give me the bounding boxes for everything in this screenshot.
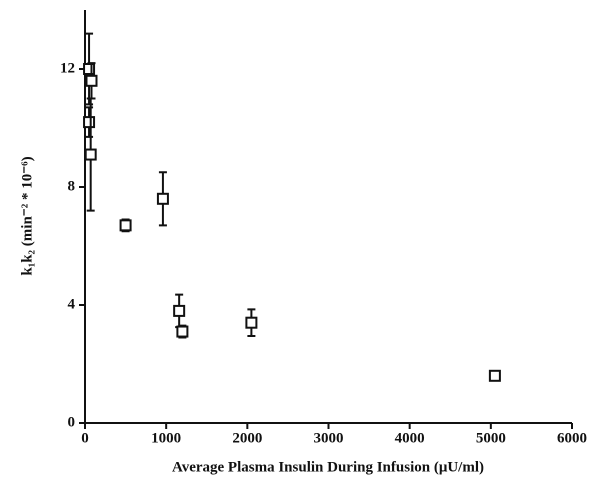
- y-tick-label: 0: [68, 414, 76, 430]
- x-axis-label: Average Plasma Insulin During Infusion (…: [172, 459, 484, 475]
- x-tick-label: 4000: [395, 430, 425, 446]
- x-tick-label: 6000: [557, 430, 587, 446]
- point: [85, 74, 98, 87]
- y-axis-label: k₁k₂ (min⁻² * 10⁻⁶): [19, 156, 35, 275]
- x-tick-label: 2000: [232, 430, 262, 446]
- point: [176, 325, 189, 338]
- point: [83, 116, 96, 129]
- point: [119, 219, 132, 232]
- point: [156, 192, 169, 205]
- y-tick-label: 4: [68, 296, 76, 312]
- point: [84, 148, 97, 161]
- x-tick-label: 1000: [151, 430, 181, 446]
- point: [83, 63, 96, 75]
- point: [488, 369, 501, 382]
- y-tick-label: 8: [68, 178, 76, 194]
- point: [245, 316, 258, 329]
- x-tick-label: 5000: [476, 430, 506, 446]
- x-tick-label: 3000: [314, 430, 344, 446]
- point: [173, 304, 186, 317]
- y-tick-label: 12: [60, 60, 75, 76]
- x-tick-label: 0: [81, 430, 89, 446]
